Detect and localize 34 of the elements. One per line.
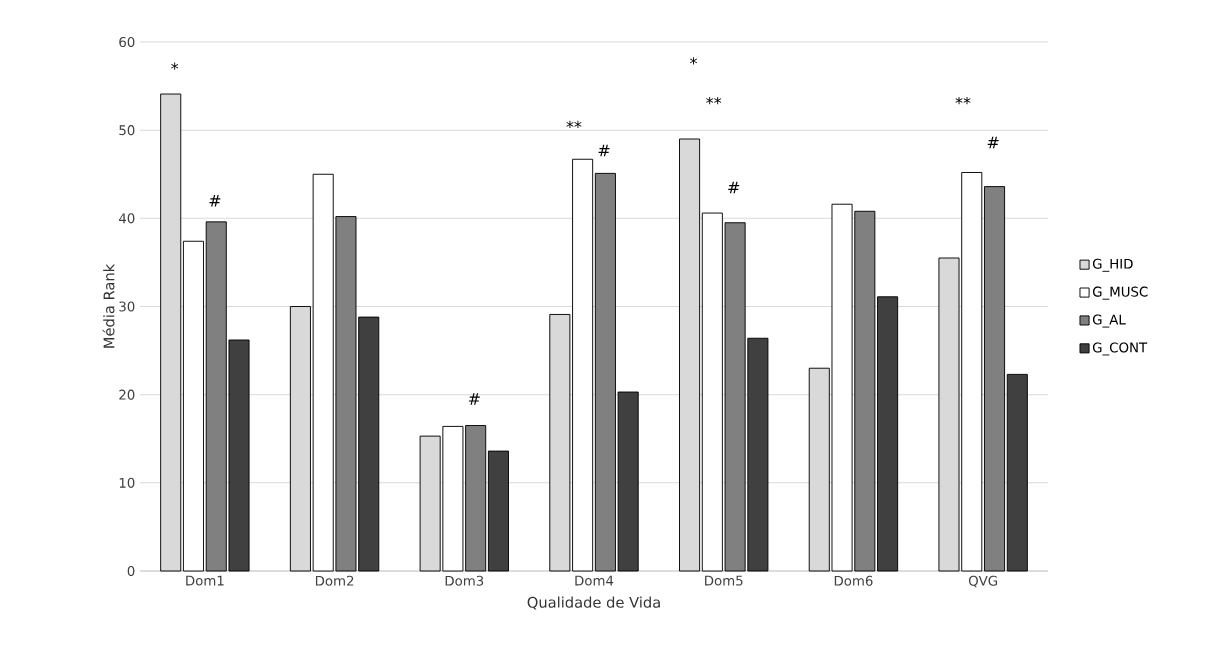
annotation: * [690, 57, 698, 65]
x-tick-label: Dom1 [186, 575, 224, 586]
x-tick-label: QVG [968, 575, 998, 588]
annotation: # [468, 393, 480, 405]
y-tick-label: 10 [119, 477, 135, 488]
x-tick-label: Dom5 [705, 575, 743, 586]
bar [487, 450, 509, 572]
x-tick-label: Dom2 [315, 575, 354, 586]
y-tick-label: 0 [127, 565, 135, 577]
legend-label: G_MUSC [1092, 286, 1148, 300]
annotation: # [598, 144, 610, 157]
annotation: * [171, 62, 179, 70]
y-tick-label: 60 [119, 36, 135, 48]
bar [984, 186, 1006, 572]
y-tick-label: 30 [119, 301, 135, 312]
legend-label: G_CONT [1092, 342, 1148, 356]
annotation: # [728, 181, 740, 194]
y-tick-label: 20 [119, 389, 135, 400]
bar [1006, 373, 1028, 572]
x-tick-label: Dom3 [445, 575, 484, 586]
x-axis-title: Qualidade de Vida [527, 596, 660, 610]
bar [182, 240, 204, 572]
y-tick-label: 50 [119, 125, 135, 136]
x-tick-label: Dom4 [575, 575, 614, 586]
annotation: # [987, 136, 999, 149]
y-axis-title: Média Rank [102, 263, 115, 348]
y-tick-label: 40 [118, 213, 135, 224]
annotation: ** [706, 96, 722, 105]
legend-label: G_AL [1092, 314, 1126, 328]
x-tick-label: Dom6 [834, 575, 873, 586]
annotation: # [209, 194, 221, 207]
annotation: ** [955, 96, 971, 105]
annotation: ** [566, 120, 582, 129]
legend-label: G_HID [1092, 258, 1133, 272]
